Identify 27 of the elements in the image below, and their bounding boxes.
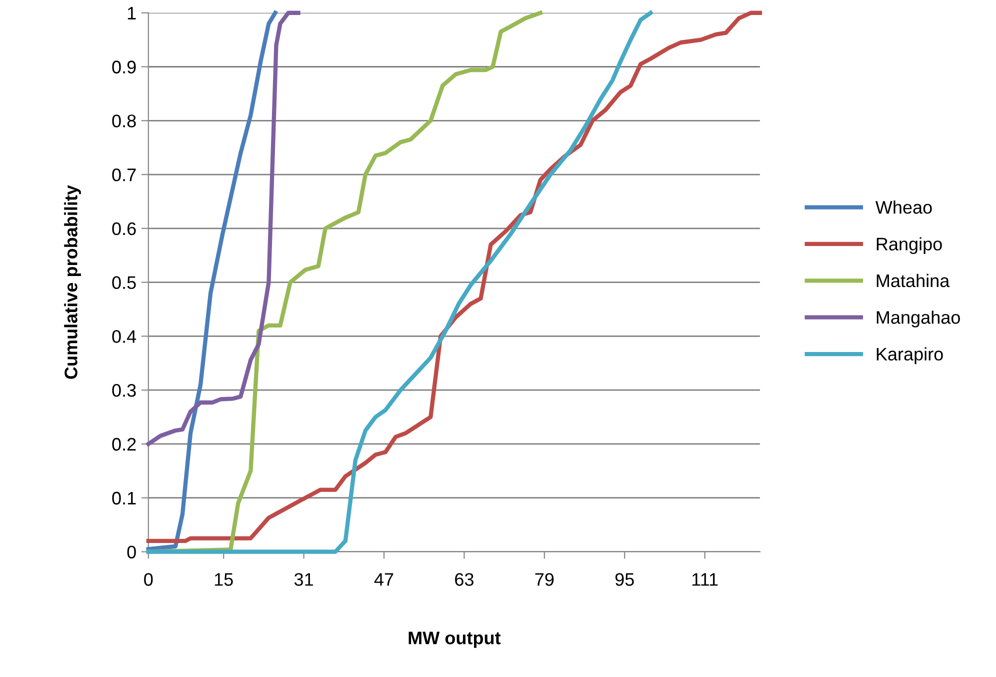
x-tick-label: 31 xyxy=(294,573,313,586)
x-tick-label: 0 xyxy=(144,573,153,586)
x-tick-label: 95 xyxy=(615,573,634,586)
y-axis-title: Cumulative probability xyxy=(64,185,81,379)
line-series xyxy=(146,10,300,446)
legend-label: Karapiro xyxy=(876,347,943,364)
x-tick-label: 47 xyxy=(374,573,394,586)
y-tick-label: 0.2 xyxy=(112,438,136,451)
legend-label: Mangahao xyxy=(876,310,960,328)
x-tick-label: 79 xyxy=(535,573,554,586)
y-tick-label: 0.1 xyxy=(112,492,136,505)
legend-label: Matahina xyxy=(876,274,950,288)
y-tick-label: 0 xyxy=(127,546,136,558)
y-tick-label: 0.7 xyxy=(112,168,136,182)
y-tick-label: 0.5 xyxy=(112,276,136,290)
x-tick-label: 111 xyxy=(692,573,718,586)
y-tick-label: 1 xyxy=(128,6,136,20)
y-tick-label: 0.6 xyxy=(112,222,136,236)
legend-label: Wheao xyxy=(875,200,932,214)
x-tick-label: 15 xyxy=(214,573,233,586)
y-tick-label: 0.4 xyxy=(112,330,136,343)
y-tick-label: 0.8 xyxy=(112,114,136,128)
x-axis-title: MW output xyxy=(408,632,501,648)
legend-label: Rangipo xyxy=(876,237,942,254)
x-tick-label: 63 xyxy=(455,573,474,586)
y-tick-label: 0.9 xyxy=(112,60,136,74)
y-tick-label: 0.3 xyxy=(112,384,136,397)
